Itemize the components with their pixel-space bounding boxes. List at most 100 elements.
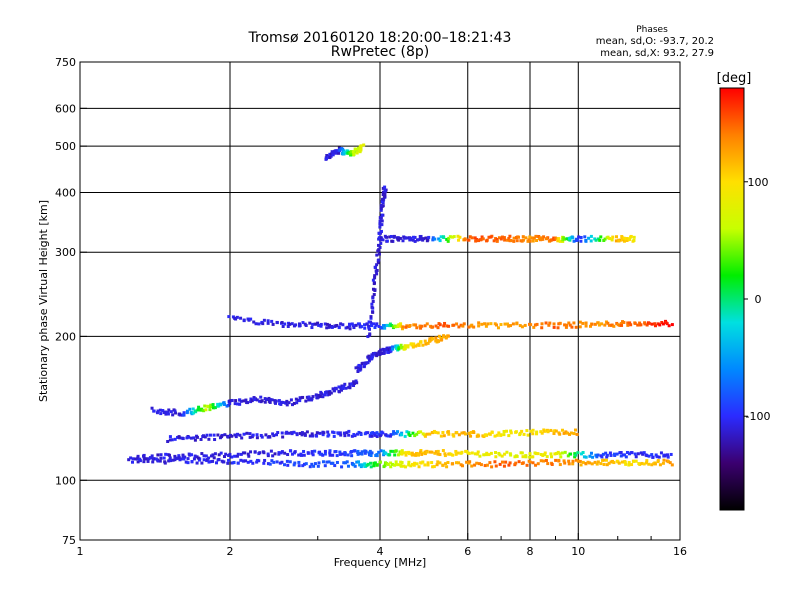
data-point bbox=[435, 463, 439, 467]
data-point bbox=[318, 394, 322, 398]
data-point bbox=[419, 461, 423, 465]
data-point bbox=[650, 322, 654, 326]
data-point bbox=[440, 337, 444, 341]
data-point bbox=[321, 460, 325, 464]
data-point bbox=[331, 153, 335, 157]
data-point bbox=[239, 452, 243, 456]
data-point bbox=[468, 235, 472, 239]
data-point bbox=[288, 322, 292, 326]
data-point bbox=[571, 462, 575, 466]
data-point bbox=[399, 450, 403, 454]
data-point bbox=[331, 387, 335, 391]
data-point bbox=[280, 431, 284, 435]
data-point bbox=[134, 457, 138, 461]
data-point bbox=[249, 397, 253, 401]
data-point bbox=[641, 452, 645, 456]
data-point bbox=[359, 325, 363, 329]
data-point bbox=[456, 234, 460, 238]
data-point bbox=[190, 411, 194, 415]
data-point bbox=[364, 449, 368, 453]
data-point bbox=[272, 460, 276, 464]
data-point bbox=[628, 237, 632, 241]
data-point bbox=[280, 400, 284, 404]
data-point bbox=[443, 321, 447, 325]
data-point bbox=[211, 403, 215, 407]
data-point bbox=[654, 453, 658, 457]
data-point bbox=[567, 321, 571, 325]
data-point bbox=[200, 452, 204, 456]
data-point bbox=[280, 450, 284, 454]
chart-subtitle: RwPretec (8p) bbox=[331, 44, 429, 60]
data-point bbox=[156, 453, 160, 457]
data-point bbox=[553, 452, 557, 456]
data-point bbox=[222, 401, 226, 405]
colorbar-ticks: 100 0 -100 bbox=[744, 176, 770, 423]
data-point bbox=[366, 462, 370, 466]
data-point bbox=[224, 452, 228, 456]
data-point bbox=[482, 453, 486, 457]
data-point bbox=[211, 459, 215, 463]
data-point bbox=[544, 237, 548, 241]
data-point bbox=[375, 354, 379, 358]
data-point bbox=[434, 450, 438, 454]
data-point bbox=[174, 411, 178, 415]
y-axis-label: Stationary phase Virtual Height [km] bbox=[37, 200, 50, 402]
data-point bbox=[603, 237, 607, 241]
data-point bbox=[626, 237, 630, 241]
phases-header: Phases bbox=[636, 25, 668, 35]
data-point bbox=[348, 324, 352, 328]
data-point bbox=[212, 456, 216, 460]
data-point bbox=[423, 463, 427, 467]
data-point bbox=[346, 453, 350, 457]
data-point bbox=[240, 436, 244, 440]
data-point bbox=[244, 398, 248, 402]
data-point bbox=[270, 459, 274, 463]
data-point bbox=[168, 438, 172, 442]
data-point bbox=[441, 463, 445, 467]
data-point bbox=[373, 433, 377, 437]
data-point bbox=[189, 436, 193, 440]
data-point bbox=[274, 399, 278, 403]
data-point bbox=[385, 462, 389, 466]
data-point bbox=[370, 357, 374, 361]
y-tick-label: 200 bbox=[55, 330, 76, 343]
data-point bbox=[373, 326, 377, 330]
data-point bbox=[529, 429, 533, 433]
data-point bbox=[470, 236, 474, 240]
data-point bbox=[522, 432, 526, 436]
data-point bbox=[228, 402, 232, 406]
data-point bbox=[420, 324, 424, 328]
data-point bbox=[193, 409, 197, 413]
data-point bbox=[355, 381, 359, 385]
data-point bbox=[426, 341, 430, 345]
data-point bbox=[271, 322, 275, 326]
data-point bbox=[612, 452, 616, 456]
data-point bbox=[368, 433, 372, 437]
data-point bbox=[434, 430, 438, 434]
data-point bbox=[477, 434, 481, 438]
data-point bbox=[410, 342, 414, 346]
data-point bbox=[233, 454, 237, 458]
data-point bbox=[366, 335, 370, 339]
data-point bbox=[130, 460, 134, 464]
data-point bbox=[553, 236, 557, 240]
data-point bbox=[601, 452, 605, 456]
data-point bbox=[403, 434, 407, 438]
data-point bbox=[632, 238, 636, 242]
data-point bbox=[317, 461, 321, 465]
data-point bbox=[331, 461, 335, 465]
data-point bbox=[358, 463, 362, 467]
data-point bbox=[412, 323, 416, 327]
y-tick-label: 75 bbox=[62, 534, 76, 547]
data-point bbox=[236, 452, 240, 456]
data-point bbox=[632, 459, 636, 463]
data-point bbox=[354, 323, 358, 327]
data-point bbox=[434, 336, 438, 340]
data-point bbox=[532, 236, 536, 240]
data-point bbox=[204, 408, 208, 412]
data-point bbox=[285, 459, 289, 463]
data-point bbox=[315, 431, 319, 435]
data-point bbox=[151, 460, 155, 464]
data-point bbox=[520, 451, 524, 455]
